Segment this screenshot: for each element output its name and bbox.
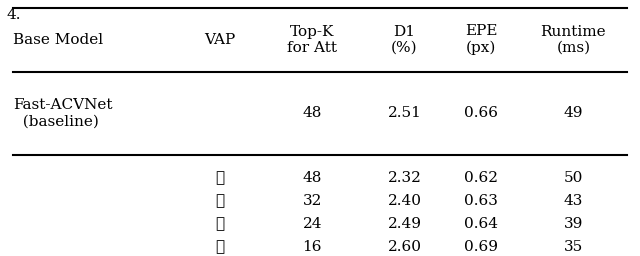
Text: 0.69: 0.69 <box>464 240 499 254</box>
Text: 48: 48 <box>303 106 322 120</box>
Text: 39: 39 <box>564 217 583 231</box>
Text: 2.49: 2.49 <box>387 217 422 231</box>
Text: 24: 24 <box>303 217 322 231</box>
Text: Runtime
(ms): Runtime (ms) <box>541 25 606 55</box>
Text: 2.51: 2.51 <box>388 106 421 120</box>
Text: 32: 32 <box>303 194 322 208</box>
Text: 0.64: 0.64 <box>464 217 499 231</box>
Text: ✓: ✓ <box>216 217 225 231</box>
Text: 16: 16 <box>303 240 322 254</box>
Text: Top-K
for Att: Top-K for Att <box>287 25 337 55</box>
Text: D1
(%): D1 (%) <box>391 25 418 55</box>
Text: 0.62: 0.62 <box>464 171 499 185</box>
Text: Fast-ACVNet
  (baseline): Fast-ACVNet (baseline) <box>13 98 112 128</box>
Text: ✓: ✓ <box>216 240 225 254</box>
Text: 2.60: 2.60 <box>387 240 422 254</box>
Text: VAP: VAP <box>205 33 236 47</box>
Text: 43: 43 <box>564 194 583 208</box>
Text: 48: 48 <box>303 171 322 185</box>
Text: 50: 50 <box>564 171 583 185</box>
Text: 49: 49 <box>564 106 583 120</box>
Text: EPE
(px): EPE (px) <box>465 24 497 55</box>
Text: ✓: ✓ <box>216 171 225 185</box>
Text: Base Model: Base Model <box>13 33 103 47</box>
Text: ✓: ✓ <box>216 194 225 208</box>
Text: 0.66: 0.66 <box>464 106 499 120</box>
Text: 2.40: 2.40 <box>387 194 422 208</box>
Text: 4.: 4. <box>6 8 21 22</box>
Text: 35: 35 <box>564 240 583 254</box>
Text: 2.32: 2.32 <box>388 171 421 185</box>
Text: 0.63: 0.63 <box>465 194 498 208</box>
